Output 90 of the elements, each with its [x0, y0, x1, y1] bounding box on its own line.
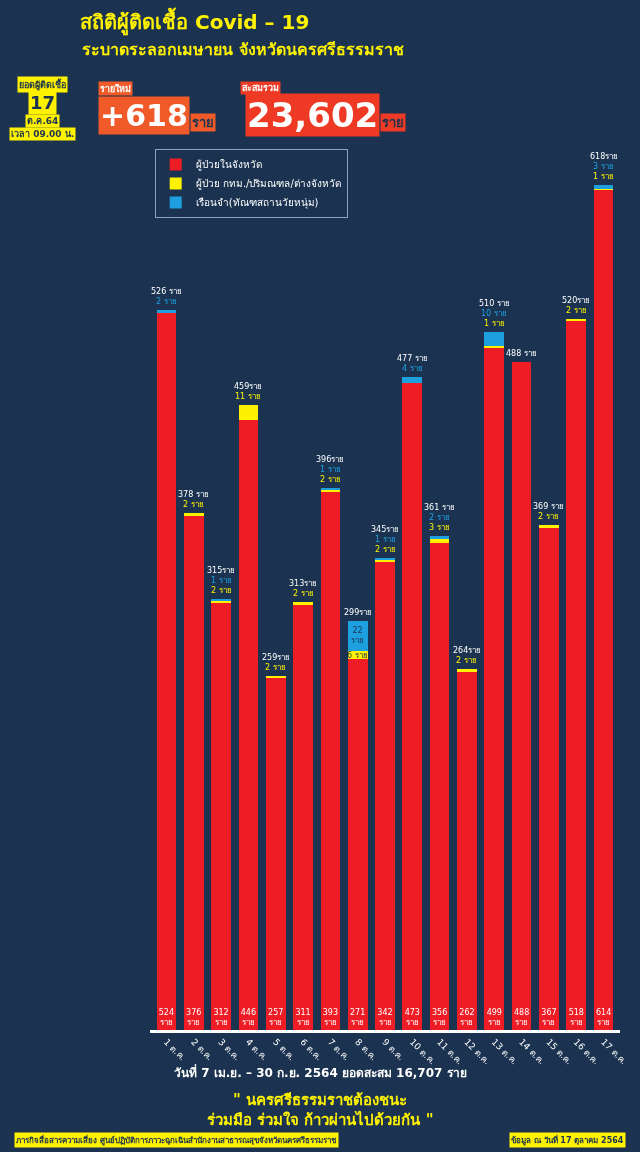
data-label: 1 ราย	[484, 319, 505, 328]
total-label: 477 ราย	[397, 354, 428, 363]
total-label: 361 ราย	[424, 503, 455, 512]
text: ร่วมมือ ร่วมใจ ก้าวผ่านไปด้วยกัน "	[207, 1110, 434, 1129]
total-label: 396ราย	[316, 455, 345, 464]
data-label: 524 ราย	[158, 1007, 175, 1027]
data-label: 1 ราย	[375, 535, 396, 544]
text: รายใหม่	[100, 83, 131, 94]
x-tick-label: 2 ต.ค.	[189, 1036, 215, 1063]
data-label: 257 ราย	[268, 1007, 284, 1027]
data-label: 2 ราย	[566, 306, 587, 315]
data-label: 22 ราย	[351, 626, 364, 646]
legend-label: ผู้ป่วยในจังหวัด	[195, 159, 262, 172]
x-tick-label: 5 ต.ค.	[271, 1036, 297, 1063]
data-label: 311 ราย	[295, 1007, 311, 1027]
text: 17	[30, 92, 56, 113]
text: ต.ค.64	[27, 116, 59, 126]
total-label: 299ราย	[344, 608, 373, 617]
total-label: 378 ราย	[178, 490, 209, 499]
text: วันที่ 7 เม.ย. – 30 ก.ย. 2564 ยอดสะสม 16,707 ราย	[174, 1064, 467, 1080]
data-label: 2 ราย	[456, 656, 477, 665]
text: เวลา 09.00 น.	[11, 129, 75, 139]
data-label: 2 ราย	[265, 663, 286, 672]
data-label: 356 ราย	[432, 1007, 448, 1027]
total-label: 345ราย	[371, 525, 400, 534]
data-label: 614 ราย	[595, 1007, 612, 1027]
total-label: 520ราย	[562, 296, 591, 305]
data-label: 488 ราย	[513, 1007, 530, 1027]
x-tick-label: 8 ต.ค.	[353, 1036, 379, 1063]
data-label: 11 ราย	[235, 392, 261, 401]
total-label: 313ราย	[289, 579, 318, 588]
total-label: 526 ราย	[151, 287, 182, 296]
total-label: 510 ราย	[479, 299, 510, 308]
data-label: 2 ราย	[429, 513, 450, 522]
data-label: 518 ราย	[568, 1007, 584, 1027]
x-tick-label: 11 ต.ค.	[435, 1036, 465, 1067]
data-label: 312 ราย	[213, 1007, 229, 1027]
data-label: 2 ราย	[211, 586, 232, 595]
data-label: 271 ราย	[350, 1007, 366, 1027]
data-label: 10 ราย	[481, 309, 507, 318]
total-label: 315ราย	[207, 566, 236, 575]
legend-label: ผู้ป่วย กทม./ปริมณฑล/ต่างจังหวัด	[195, 178, 341, 191]
data-label: 2 ราย	[320, 475, 341, 484]
total-label: 264ราย	[453, 646, 482, 655]
text: ราย	[192, 115, 214, 130]
total-label: 618ราย	[590, 152, 619, 161]
data-label: 3 ราย	[429, 523, 450, 532]
data-label: 499 ราย	[486, 1007, 502, 1027]
text: ข้อมูล ณ วันที่ 17 ตุลาคม 2564	[511, 1134, 624, 1146]
data-label: 1 ราย	[211, 576, 232, 585]
data-label: 342 ราย	[377, 1007, 393, 1027]
x-tick-label: 7 ต.ค.	[325, 1036, 352, 1063]
data-label: 2 ราย	[538, 512, 559, 521]
text: " นครศรีธรรมราชต้องชนะ	[233, 1091, 408, 1109]
text: ภารกิจสื่อสารความเสี่ยง ศูนย์ปฏิบัติการภาวะฉุกเฉินสำนักงานสาธารณสุขจังหวัดนครศรีธรรมราช	[16, 1134, 337, 1146]
data-label: 393 ราย	[322, 1007, 338, 1027]
data-label: 2 ราย	[293, 589, 314, 598]
total-label: 459ราย	[234, 382, 263, 391]
x-tick-label: 6 ต.ค.	[298, 1036, 325, 1063]
text: 23,602	[247, 95, 379, 135]
x-tick-label: 17 ต.ค.	[599, 1036, 629, 1067]
chart-title: สถิติผู้ติดเชื้อ Covid – 19	[80, 7, 310, 36]
total-label: 488 ราย	[506, 349, 537, 358]
x-tick-label: 1 ต.ค.	[161, 1036, 188, 1063]
data-label: 2 ราย	[375, 545, 396, 554]
x-tick-label: 9 ต.ค.	[380, 1036, 407, 1063]
text: +618	[100, 98, 188, 133]
text: ราย	[382, 115, 404, 130]
x-tick-label: 10 ต.ค.	[407, 1036, 438, 1067]
legend-label: เรือนจำ(ทัณฑสถานวัยหนุ่ม)	[195, 197, 319, 210]
data-label: 6 ราย	[347, 651, 368, 660]
data-label: 262 ราย	[459, 1007, 475, 1027]
total-label: 369 ราย	[533, 502, 564, 511]
data-label: 473 ราย	[404, 1007, 420, 1027]
data-label: 1 ราย	[593, 172, 614, 181]
x-tick-label: 14 ต.ค.	[517, 1036, 547, 1067]
text: ยอดผู้ติดเชื้อ	[19, 78, 66, 91]
x-tick-label: 3 ต.ค.	[216, 1036, 243, 1063]
text: สะสมรวม	[242, 83, 279, 93]
data-label: 376 ราย	[186, 1007, 202, 1027]
data-label: 4 ราย	[402, 364, 423, 373]
x-tick-label: 4 ต.ค.	[243, 1036, 270, 1063]
data-label: 3 ราย	[593, 162, 614, 171]
total-label: 259ราย	[262, 653, 291, 662]
data-label: 2 ราย	[183, 500, 204, 509]
data-label: 367 ราย	[541, 1007, 557, 1027]
data-label: 446 ราย	[240, 1007, 257, 1027]
chart-subtitle: ระบาดระลอกเมษายน จังหวัดนครศรีธรรมราช	[82, 40, 404, 59]
data-label: 1 ราย	[320, 465, 341, 474]
data-label: 2 ราย	[156, 297, 177, 306]
